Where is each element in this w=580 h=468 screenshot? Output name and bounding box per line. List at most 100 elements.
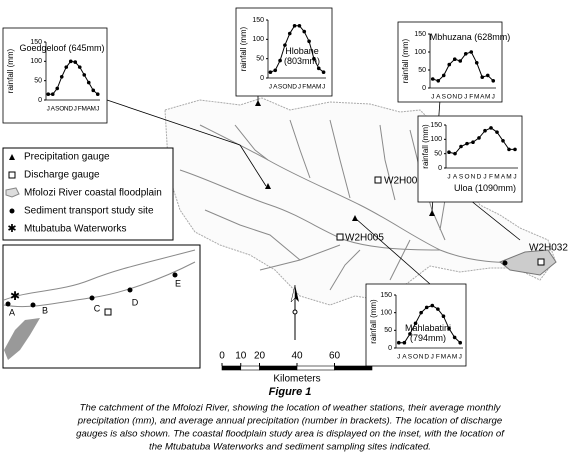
y-tick-label: 150 [380,292,392,299]
y-tick-label: 100 [430,136,442,143]
x-tick-label: J [431,94,434,101]
gauge-label: W2H032 [529,243,568,254]
catchment-boundary [164,97,556,306]
x-tick-label: J [96,106,99,113]
rainfall-point [283,43,287,47]
chart-title: Hlobane (803mm) [283,46,320,66]
x-tick-label: J [459,354,462,361]
rainfall-point [402,340,407,345]
rainfall-point [413,321,418,326]
north-arrow [290,284,299,340]
chart-box [417,115,523,203]
rainfall-point [64,65,69,69]
scale-segment [296,365,335,371]
x-tick-label: D [292,84,297,91]
caption-line: precipitation (mm), and average annual p… [77,416,502,427]
y-tick-label: 0 [388,345,392,352]
rainfall-point [91,88,96,93]
rainfall-point [447,62,452,67]
inset-coast [3,249,196,301]
rainfall-line [270,25,324,73]
x-tick-label: M [82,106,87,113]
x-tick-label: J [298,84,301,91]
x-tick-label: J [322,84,325,91]
scale-segment [221,365,242,371]
rainfall-point [430,77,435,81]
rainfall-point [452,335,457,340]
x-tick-label: F [78,106,82,113]
x-tick-label: M [306,84,311,91]
x-tick-label: O [59,106,64,113]
inset-site-label: D [132,297,139,307]
scale-segment [240,365,260,371]
inset-site-label: E [175,278,181,288]
x-tick-label: D [458,94,463,101]
rainfall-point [316,66,321,71]
x-tick-label: F [302,84,306,91]
y-tick-label: 50 [256,56,264,63]
rainfall-point [436,307,440,311]
x-tick-label: N [419,354,424,361]
inset-sites [5,272,178,308]
y-tick-label: 50 [34,78,42,85]
y-tick-label: 150 [30,39,42,46]
rainfall-point [287,31,292,36]
rainfall-point [458,340,463,345]
y-tick-label: 100 [252,36,264,43]
rainfall-point [436,79,441,83]
precipitation-gauges [255,100,435,221]
x-tick-label: O [464,174,469,181]
rainfall-point [441,314,446,319]
legend-symbol [9,208,15,214]
inset-gauge [104,308,112,316]
inset-site-label: A [9,307,15,317]
chart-title: Mbhuzana (628mm) [429,32,511,42]
x-tick-label: F [489,174,493,181]
rainfall-point [474,61,479,65]
x-tick-label: D [68,106,73,113]
river [234,119,396,201]
y-tick-label: 150 [430,122,442,129]
scale-segment [259,365,298,371]
y-axis-label: rainfall (mm) [239,26,248,71]
rainfall-point [452,57,457,61]
chart-box [2,27,108,124]
x-tick-label: N [471,174,476,181]
rainfall-point [307,39,311,44]
sediment-site [502,260,508,266]
rainfall-point [458,59,463,63]
x-tick-label: O [413,354,418,361]
rainfall-point [86,80,91,85]
y-tick-label: 0 [260,75,264,82]
scale-tick-label: 20 [254,351,266,362]
river [204,209,411,291]
x-tick-label: O [282,84,287,91]
rainfall-point [273,68,278,73]
rainfall-point [302,29,307,34]
legend-label: Mtubatuba Waterworks [24,224,126,235]
x-tick-label: J [47,106,50,113]
x-tick-label: J [464,94,467,101]
x-tick-label: J [431,354,434,361]
scale-tick-label: 10 [235,351,247,362]
y-tick-label: 100 [414,49,426,56]
chart-title: Goedgeloof (645mm) [19,43,105,53]
rainfall-point [471,140,475,144]
x-tick-label: A [402,354,407,361]
y-tick-label: 50 [418,67,426,74]
scale-tick-label: 40 [291,351,303,362]
y-axis-label: rainfall (mm) [421,124,430,169]
x-tick-label: J [397,354,400,361]
y-tick-label: 150 [414,31,426,38]
river [179,169,441,251]
chart-title: Uloa (1090mm) [453,183,517,193]
y-tick-label: 0 [38,97,42,104]
x-tick-label: M [474,94,479,101]
rainfall-point [465,141,469,146]
rainfall-point [55,86,60,91]
x-tick-label: O [447,94,452,101]
caption-line: the Mtubatuba Waterworks and sediment sa… [149,442,431,453]
x-tick-label: M [441,354,446,361]
gauge-label: W2H005 [345,233,384,244]
x-tick-label: J [447,174,450,181]
